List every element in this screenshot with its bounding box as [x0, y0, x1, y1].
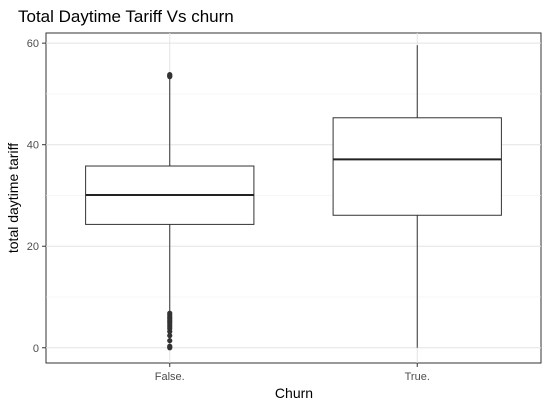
outlier-point — [167, 72, 173, 78]
y-tick-label: 40 — [27, 140, 39, 152]
y-tick-label: 20 — [27, 241, 39, 253]
x-axis: False. True. — [155, 363, 430, 383]
y-tick-label: 0 — [33, 343, 39, 355]
outlier-point — [167, 328, 173, 335]
boxplot-series — [85, 45, 502, 351]
outlier-point — [167, 332, 173, 339]
x-tick-label: False. — [155, 371, 185, 383]
box-iqr — [332, 117, 502, 216]
y-tick-label: 60 — [27, 38, 39, 50]
y-axis-label: total daytime tariff — [5, 143, 21, 253]
x-tick-label: True. — [405, 371, 430, 383]
box-2 — [332, 45, 502, 348]
outlier-point — [167, 345, 173, 351]
x-axis-label: Churn — [275, 385, 313, 401]
box-1 — [85, 72, 255, 351]
y-axis: 0 20 40 60 — [27, 38, 46, 355]
outlier-point — [167, 338, 173, 344]
chart-title: Total Daytime Tariff Vs churn — [18, 7, 234, 26]
